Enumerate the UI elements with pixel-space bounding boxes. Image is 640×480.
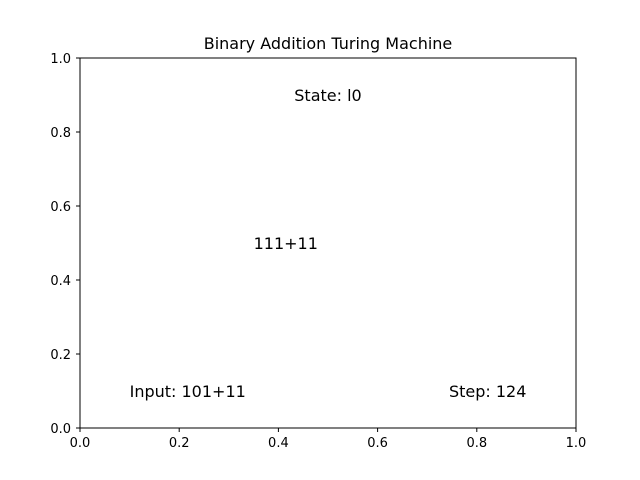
state-label: State: l0	[294, 86, 361, 105]
annotations: State: l0 111+11 Input: 101+11 Step: 124	[130, 86, 527, 401]
chart-title: Binary Addition Turing Machine	[204, 34, 453, 53]
y-tick-label: 0.4	[50, 274, 71, 289]
x-tick-label: 0.8	[466, 436, 487, 451]
x-tick-label: 0.4	[268, 436, 289, 451]
x-tick-label: 0.6	[367, 436, 388, 451]
x-tick-label: 1.0	[566, 436, 587, 451]
y-tick-label: 0.6	[50, 200, 71, 215]
y-axis-ticks: 0.0 0.2 0.4 0.6 0.8 1.0	[50, 52, 80, 437]
tape-label: 111+11	[254, 234, 318, 253]
step-label: Step: 124	[449, 382, 526, 401]
x-axis-ticks: 0.0 0.2 0.4 0.6 0.8 1.0	[70, 428, 587, 451]
y-tick-label: 0.2	[50, 348, 71, 363]
y-tick-label: 1.0	[50, 52, 71, 67]
input-label: Input: 101+11	[130, 382, 246, 401]
y-tick-label: 0.8	[50, 126, 71, 141]
x-tick-label: 0.2	[169, 436, 190, 451]
plot-area	[79, 57, 577, 429]
y-tick-label: 0.0	[50, 422, 71, 437]
x-tick-label: 0.0	[70, 436, 91, 451]
